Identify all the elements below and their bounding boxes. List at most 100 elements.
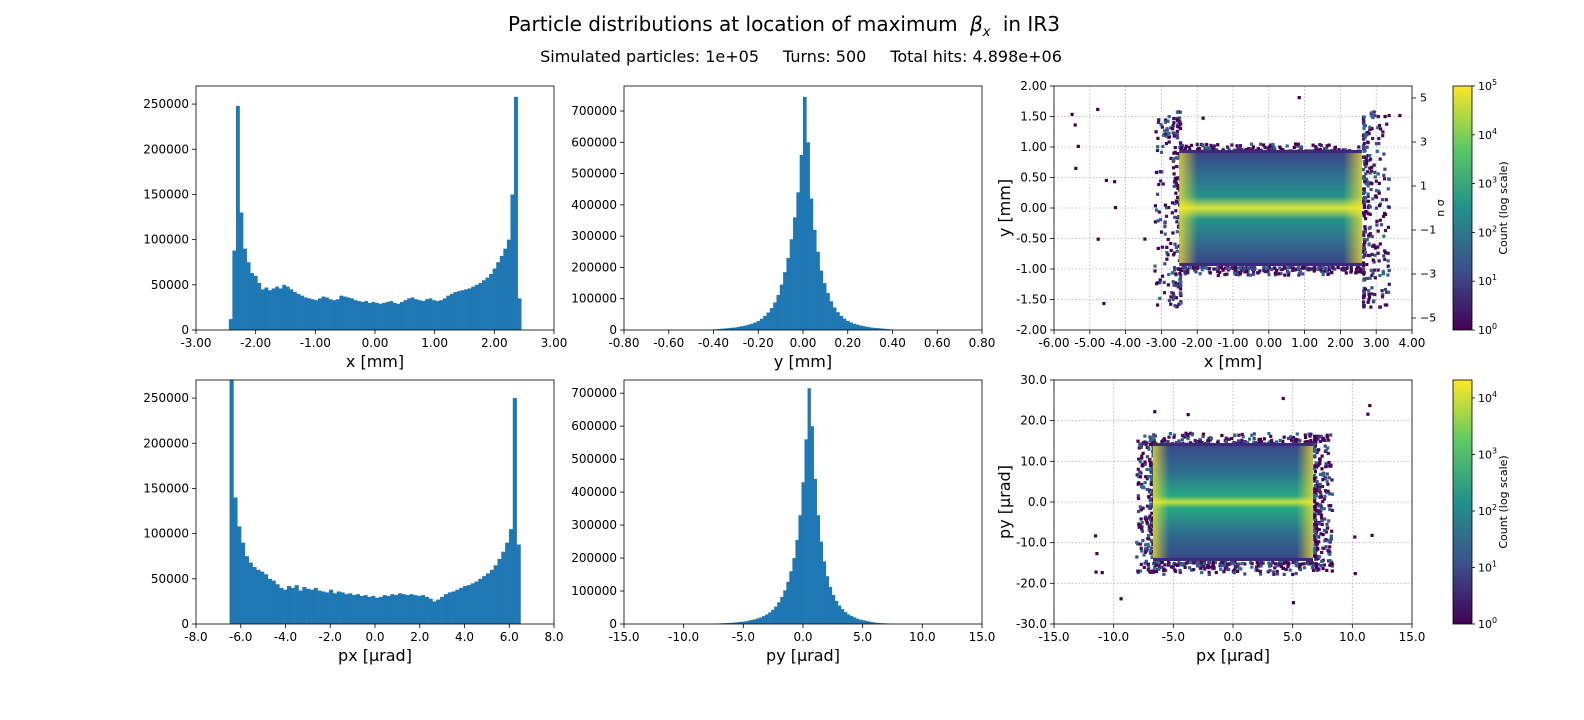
heatmap-cell	[1243, 562, 1247, 566]
heatmap-cell	[1145, 455, 1149, 459]
heatmap-cell	[1148, 464, 1153, 468]
heatmap-cell	[1161, 144, 1165, 149]
histogram-bar	[743, 325, 747, 330]
x-tick-label: -0.40	[698, 336, 729, 350]
heatmap-cell	[1313, 490, 1317, 494]
heatmap-cell	[1321, 484, 1325, 489]
heatmap-cell	[1177, 561, 1181, 565]
heatmap-cell	[1156, 219, 1160, 223]
heatmap-cell	[1140, 527, 1144, 531]
heatmap-cell	[1228, 562, 1232, 566]
histogram-bar	[850, 616, 854, 624]
heatmap-cell	[1172, 266, 1177, 270]
heatmap-cell	[1209, 143, 1213, 147]
histogram-bar	[478, 578, 483, 624]
heatmap-cell	[1163, 225, 1167, 229]
histogram-bar	[871, 622, 875, 624]
heatmap-cell	[1366, 141, 1370, 145]
heatmap-cell	[1302, 562, 1306, 566]
heatmap-cell	[1094, 570, 1098, 574]
heatmap-cell	[1383, 115, 1387, 119]
heatmap-cell	[1252, 267, 1257, 271]
heatmap-cell	[1398, 114, 1402, 118]
heatmap-cell	[1313, 476, 1317, 481]
heatmap-cell	[1174, 272, 1178, 276]
heatmap-cell	[1135, 473, 1139, 477]
heatmap-cell	[1368, 232, 1372, 236]
heatmap-cell	[1138, 542, 1142, 546]
heatmap-cell	[1362, 149, 1366, 153]
heatmap-cell	[1353, 572, 1357, 576]
heatmap-cell	[1313, 479, 1317, 483]
heatmap-cell	[1147, 525, 1151, 529]
histogram-bar	[749, 323, 754, 330]
histogram-bar	[267, 578, 272, 624]
histogram-bar	[428, 598, 433, 624]
histogram-bar	[306, 588, 311, 624]
histogram-bar	[446, 295, 451, 330]
heatmap-cell	[1147, 516, 1151, 520]
histogram-bar	[856, 324, 860, 330]
heatmap-cell	[1276, 564, 1280, 568]
heatmap-cell	[1325, 144, 1329, 148]
heatmap-cell	[1151, 504, 1155, 508]
x-tick-label: -6.0	[229, 630, 252, 644]
heatmap-cell	[1208, 561, 1212, 565]
heatmap-cell	[1380, 198, 1385, 202]
histogram-bar	[510, 194, 515, 330]
heatmap-cell	[1138, 475, 1143, 479]
heatmap-cell	[1345, 266, 1349, 270]
x-tick-label: 0.00	[1255, 336, 1282, 350]
heatmap-cell	[1369, 157, 1373, 161]
heatmap-cell	[1200, 440, 1204, 445]
histogram-bar	[874, 622, 878, 624]
heatmap-cell	[1283, 266, 1287, 270]
heatmap-cell	[1324, 465, 1328, 469]
histogram-bar	[501, 551, 506, 624]
y-tick-label: 100000	[571, 584, 617, 598]
histogram-bar	[733, 327, 738, 330]
heatmap-cell	[1195, 564, 1200, 568]
histogram-bar	[789, 239, 794, 330]
y-axis-label: py [μrad]	[995, 465, 1014, 539]
histogram-bar	[457, 291, 461, 330]
sec-tick-label: 1	[1420, 180, 1427, 193]
heatmap-cell	[1239, 567, 1243, 571]
y-tick-label: 0	[181, 617, 189, 631]
heatmap-cell	[1252, 270, 1256, 274]
histogram-bar	[344, 594, 349, 624]
heatmap-cell	[1178, 272, 1182, 276]
histogram-bar	[489, 569, 494, 624]
y-tick-label: 100000	[143, 527, 189, 541]
heatmap-cell	[1166, 119, 1170, 123]
histogram-bar	[455, 589, 460, 624]
histogram-bar	[292, 292, 297, 330]
heatmap-cell	[1328, 507, 1332, 512]
heatmap-cell	[1205, 142, 1209, 147]
heatmap-cell	[1267, 432, 1271, 436]
heatmap-cell	[1327, 539, 1331, 543]
heatmap-cell	[1177, 282, 1181, 286]
heatmap-cell	[1316, 485, 1320, 489]
heatmap-cell	[1313, 464, 1317, 468]
heatmap-cell	[1299, 562, 1303, 566]
heatmap-cell	[1365, 276, 1369, 280]
y-tick-label: 200000	[571, 260, 617, 274]
heatmap-cell	[1314, 519, 1318, 523]
histogram-bar	[783, 590, 787, 624]
histogram-bar	[340, 592, 345, 624]
heatmap-cell	[1170, 211, 1174, 215]
heatmap-cell	[1363, 162, 1367, 166]
heatmap-cell	[1363, 250, 1368, 254]
histogram-bar	[264, 287, 269, 330]
x-tick-label: 1.00	[1291, 336, 1318, 350]
heatmap-core-border	[1153, 443, 1313, 447]
heatmap-cell	[1304, 435, 1308, 440]
histogram-bar	[728, 622, 733, 624]
heatmap-cell	[1201, 432, 1205, 436]
heatmap-cell	[1291, 601, 1295, 605]
heatmap-cell	[1167, 205, 1171, 210]
heatmap-cell	[1188, 431, 1193, 435]
heatmap-cell	[1330, 529, 1334, 533]
heatmap-cell	[1254, 565, 1259, 569]
